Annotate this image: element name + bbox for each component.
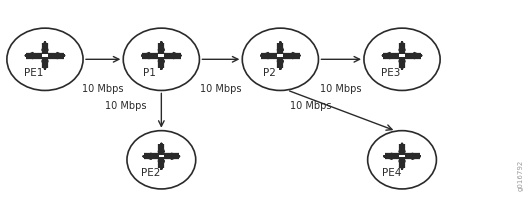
Text: PE4: PE4	[382, 167, 402, 177]
Text: PE3: PE3	[381, 68, 400, 78]
Text: 10 Mbps: 10 Mbps	[321, 84, 362, 94]
Text: g016792: g016792	[518, 159, 524, 190]
Text: 10 Mbps: 10 Mbps	[200, 84, 242, 94]
Text: 10 Mbps: 10 Mbps	[105, 100, 147, 110]
Text: PE2: PE2	[141, 167, 161, 177]
Text: P1: P1	[143, 68, 157, 78]
Text: 10 Mbps: 10 Mbps	[290, 100, 332, 110]
Text: PE1: PE1	[24, 68, 43, 78]
Text: 10 Mbps: 10 Mbps	[83, 84, 124, 94]
Text: P2: P2	[262, 68, 276, 78]
